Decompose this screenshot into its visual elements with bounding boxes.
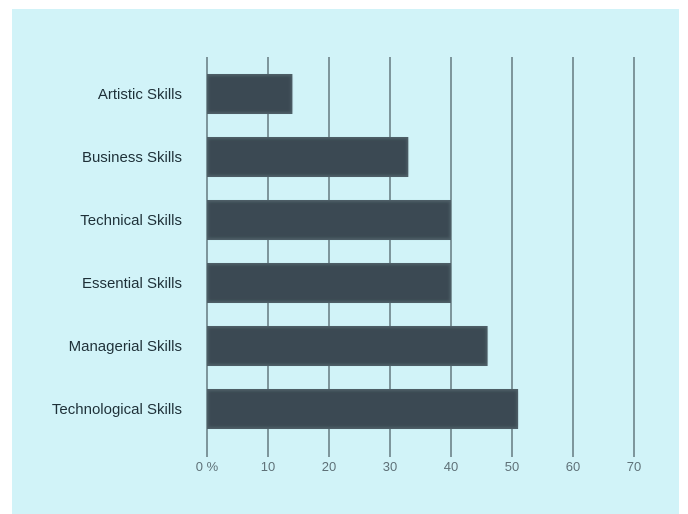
category-label: Artistic Skills [98, 86, 182, 103]
x-tick-label: 0 % [196, 459, 219, 474]
category-label: Technical Skills [80, 212, 182, 229]
x-tick-label: 40 [444, 459, 458, 474]
category-labels: Artistic Skills Business Skills Technical … [52, 86, 182, 418]
chart-panel: Artistic Skills Business Skills Technical … [12, 9, 679, 514]
bar [209, 391, 517, 427]
x-tick-label: 50 [505, 459, 519, 474]
bar-chart: Artistic Skills Business Skills Technical … [12, 9, 679, 514]
bars [207, 74, 518, 429]
x-tick-label: 70 [627, 459, 641, 474]
bar [209, 328, 487, 364]
x-tick-label: 30 [383, 459, 397, 474]
x-tick-label: 10 [261, 459, 275, 474]
bar [209, 76, 291, 112]
bar [209, 202, 450, 238]
category-label: Technological Skills [52, 401, 182, 418]
bar [209, 265, 450, 301]
x-axis-tick-labels: 0 % 10 20 30 40 50 60 70 [196, 459, 641, 474]
x-tick-label: 60 [566, 459, 580, 474]
x-tick-label: 20 [322, 459, 336, 474]
category-label: Business Skills [82, 149, 182, 166]
bar [209, 139, 407, 175]
category-label: Managerial Skills [69, 338, 182, 355]
category-label: Essential Skills [82, 275, 182, 292]
